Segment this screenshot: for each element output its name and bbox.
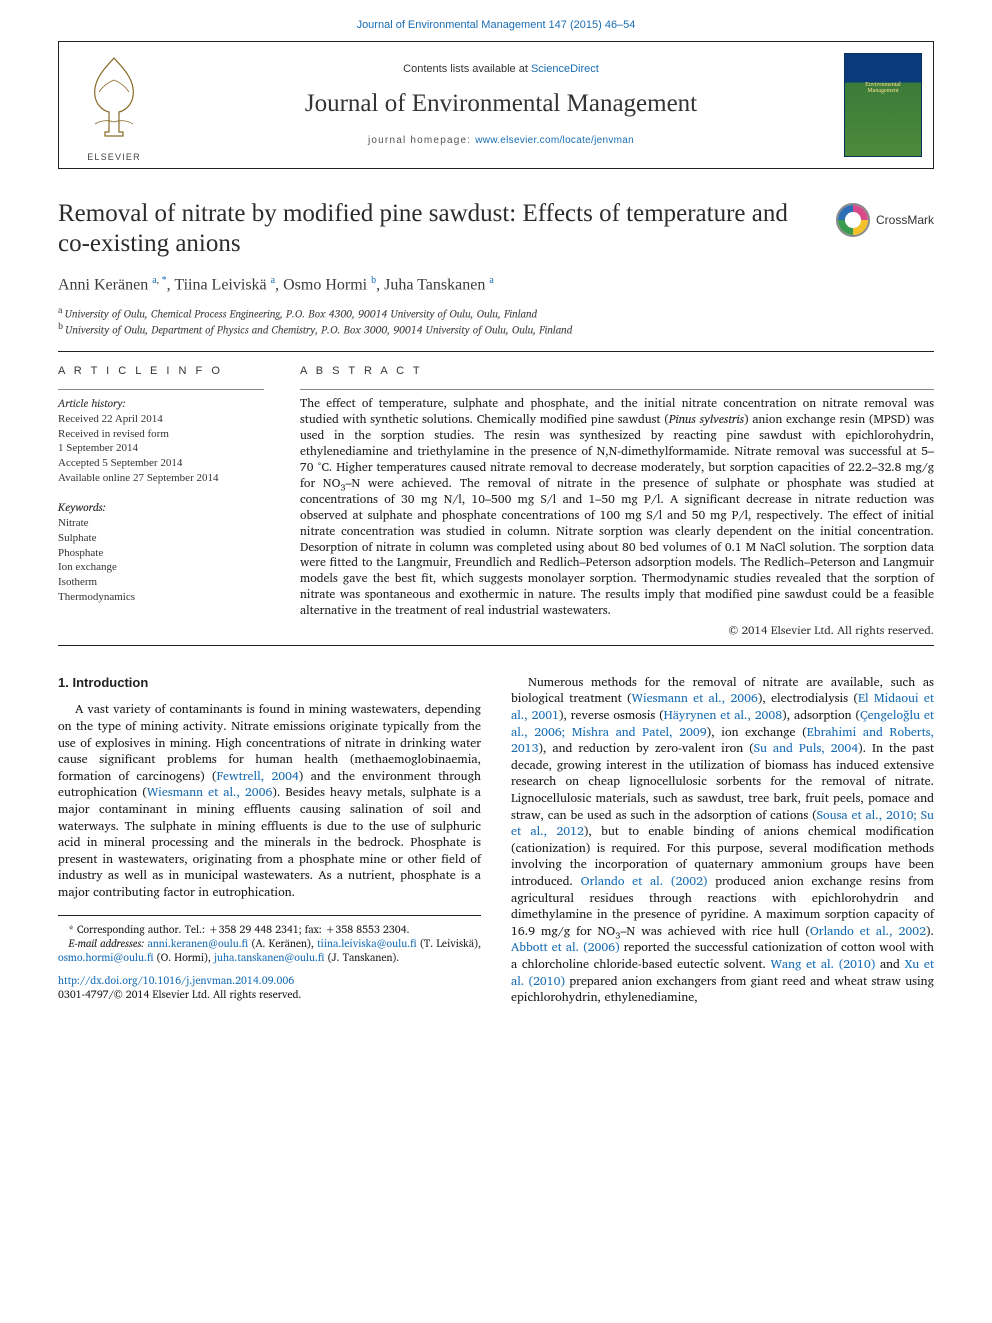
cover-thumb-slot: Environmental Management: [833, 42, 933, 168]
affiliation-a: aUniversity of Oulu, Chemical Process En…: [58, 304, 934, 321]
intro-paragraph-2: Numerous methods for the removal of nitr…: [511, 674, 934, 1006]
rule-above-meta: [58, 351, 934, 352]
abstract-text: The effect of temperature, sulphate and …: [300, 396, 934, 619]
sciencedirect-link[interactable]: ScienceDirect: [531, 63, 599, 75]
issn-line: 0301-4797/© 2014 Elsevier Ltd. All right…: [58, 985, 301, 1003]
affiliation-b: bUniversity of Oulu, Department of Physi…: [58, 320, 934, 337]
keywords-head: Keywords:: [58, 500, 264, 515]
rule-info: [58, 389, 264, 390]
contents-lists-line: Contents lists available at ScienceDirec…: [403, 62, 599, 77]
rule-abs: [300, 389, 934, 390]
email-addresses: E-mail addresses: anni.keranen@oulu.fi (…: [58, 936, 481, 964]
body-columns: 1. Introduction A vast variety of contam…: [58, 674, 934, 1006]
affiliations: aUniversity of Oulu, Chemical Process En…: [58, 304, 934, 337]
email-link[interactable]: osmo.hormi@oulu.fi: [58, 948, 154, 966]
email-link[interactable]: juha.tanskanen@oulu.fi: [214, 948, 325, 966]
cover-title: Environmental Management: [849, 82, 917, 95]
crossmark-label: CrossMark: [876, 212, 934, 228]
email-link[interactable]: tiina.leiviska@oulu.fi: [317, 934, 417, 952]
abstract-col: A B S T R A C T The effect of temperatur…: [300, 358, 934, 639]
masthead: ELSEVIER Contents lists available at Sci…: [58, 41, 934, 169]
meta-row: A R T I C L E I N F O Article history: R…: [58, 358, 934, 639]
doi-block: http://dx.doi.org/10.1016/j.jenvman.2014…: [58, 974, 481, 1001]
top-citation-link[interactable]: Journal of Environmental Management 147 …: [357, 19, 636, 31]
masthead-center: Contents lists available at ScienceDirec…: [169, 42, 833, 168]
top-citation: Journal of Environmental Management 147 …: [58, 18, 934, 33]
title-row: Removal of nitrate by modified pine sawd…: [58, 199, 934, 260]
history-head: Article history:: [58, 396, 264, 411]
elsevier-logo: ELSEVIER: [75, 47, 153, 163]
abstract-head: A B S T R A C T: [300, 364, 934, 379]
journal-cover-thumb: Environmental Management: [844, 53, 922, 157]
article-title: Removal of nitrate by modified pine sawd…: [58, 199, 824, 260]
journal-homepage-line: journal homepage: www.elsevier.com/locat…: [368, 134, 634, 148]
keywords-list: NitrateSulphatePhosphateIon exchangeIsot…: [58, 516, 264, 605]
journal-homepage-link[interactable]: www.elsevier.com/locate/jenvman: [475, 135, 634, 146]
rule-below-meta: [58, 645, 934, 646]
history-list: Received 22 April 2014Received in revise…: [58, 412, 264, 486]
authors-line: Anni Keränen a, *, Tiina Leiviskä a, Osm…: [58, 274, 934, 296]
corresponding-footer: * Corresponding author. Tel.: +358 29 44…: [58, 915, 481, 965]
publisher-logo-slot: ELSEVIER: [59, 42, 169, 168]
contents-prefix: Contents lists available at: [403, 63, 531, 75]
article-info-head: A R T I C L E I N F O: [58, 364, 264, 379]
section-1-head: 1. Introduction: [58, 674, 481, 692]
elsevier-tree-icon: [75, 47, 153, 149]
publisher-name: ELSEVIER: [75, 151, 153, 163]
copyright-line: © 2014 Elsevier Ltd. All rights reserved…: [300, 623, 934, 639]
intro-paragraph-1: A vast variety of contaminants is found …: [58, 701, 481, 900]
journal-name: Journal of Environmental Management: [305, 87, 697, 121]
crossmark-icon: [836, 203, 870, 237]
crossmark-badge[interactable]: CrossMark: [836, 203, 934, 237]
homepage-prefix: journal homepage:: [368, 135, 475, 146]
article-info-col: A R T I C L E I N F O Article history: R…: [58, 358, 264, 639]
